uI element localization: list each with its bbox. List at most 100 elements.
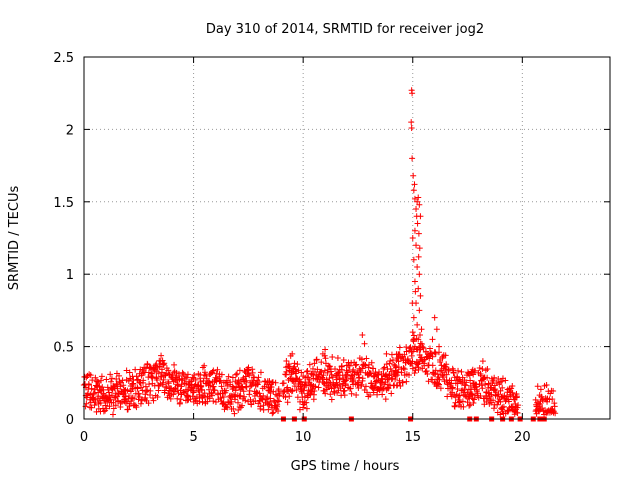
data-point: [420, 345, 427, 352]
data-point: [495, 391, 502, 398]
data-point: [436, 343, 443, 350]
data-point: [265, 406, 272, 413]
data-point: [456, 399, 463, 406]
data-point: [108, 378, 115, 385]
data-point: [368, 359, 375, 366]
data-point: [229, 374, 236, 381]
data-point: [198, 383, 205, 390]
data-point: [171, 361, 178, 368]
data-point: [291, 360, 298, 367]
data-point: [125, 393, 132, 400]
data-point: [434, 380, 441, 387]
data-point: [303, 368, 310, 375]
data-point: [431, 314, 438, 321]
data-point: [455, 367, 462, 374]
data-point: [370, 389, 377, 396]
data-point: [415, 253, 422, 260]
data-point: [160, 379, 167, 386]
data-point: [241, 393, 248, 400]
data-point: [272, 379, 279, 386]
data-point: [374, 391, 381, 398]
data-point: [490, 397, 497, 404]
data-point: [416, 307, 423, 314]
data-point: [133, 404, 140, 411]
plot-frame: [83, 56, 611, 420]
data-point: [158, 352, 165, 359]
data-point: [210, 367, 217, 374]
data-point: [301, 381, 308, 388]
data-point: [167, 395, 174, 402]
data-point: [543, 381, 550, 388]
data-point: [301, 393, 308, 400]
data-point: [120, 386, 127, 393]
data-point: [408, 352, 415, 359]
data-point: [406, 345, 413, 352]
data-point: [410, 256, 417, 263]
data-point: [154, 376, 161, 383]
data-point: [440, 374, 447, 381]
data-point: [192, 376, 199, 383]
data-point: [276, 390, 283, 397]
data-point: [253, 389, 260, 396]
data-point: [437, 358, 444, 365]
x-tick-label: 10: [295, 430, 312, 445]
data-point: [423, 368, 430, 375]
data-point: [348, 359, 355, 366]
data-point: [236, 367, 243, 374]
data-point: [298, 369, 305, 376]
data-point: [88, 404, 95, 411]
data-point: [228, 398, 235, 405]
data-point: [214, 366, 221, 373]
data-point: [270, 388, 277, 395]
data-point: [184, 386, 191, 393]
data-point: [157, 358, 164, 365]
data-point: [469, 395, 476, 402]
data-point: [240, 388, 247, 395]
data-point: [456, 392, 463, 399]
data-point: [415, 285, 422, 292]
data-point: [449, 384, 456, 391]
data-point: [433, 326, 440, 333]
data-point: [209, 392, 216, 399]
data-point: [409, 90, 416, 97]
data-point: [406, 372, 413, 379]
data-point: [256, 379, 263, 386]
data-point: [414, 220, 421, 227]
data-point: [467, 377, 474, 384]
data-point: [268, 384, 275, 391]
data-point: [495, 376, 502, 383]
data-point: [429, 362, 436, 369]
data-point: [416, 201, 423, 208]
data-point: [443, 371, 450, 378]
data-point: [388, 390, 395, 397]
data-point: [479, 385, 486, 392]
data-point: [341, 392, 348, 399]
data-point: [116, 372, 123, 379]
data-point: [275, 386, 282, 393]
data-point: [415, 360, 422, 367]
data-point: [303, 405, 310, 412]
data-point: [451, 403, 458, 410]
data-point: [498, 394, 505, 401]
data-point: [132, 366, 139, 373]
data-point: [100, 408, 107, 415]
data-point: [256, 390, 263, 397]
data-point: [367, 392, 374, 399]
data-point: [264, 394, 271, 401]
data-point: [289, 387, 296, 394]
data-point: [356, 374, 363, 381]
data-point: [227, 379, 234, 386]
data-point: [91, 402, 98, 409]
data-point: [109, 411, 116, 418]
data-point: [385, 385, 392, 392]
data-point: [249, 369, 256, 376]
data-point: [99, 384, 106, 391]
data-point: [551, 403, 558, 410]
data-point: [288, 388, 295, 395]
data-point: [413, 206, 420, 213]
data-point: [478, 382, 485, 389]
data-point: [362, 383, 369, 390]
data-point: [131, 395, 138, 402]
data-point: [463, 379, 470, 386]
data-point: [326, 375, 333, 382]
